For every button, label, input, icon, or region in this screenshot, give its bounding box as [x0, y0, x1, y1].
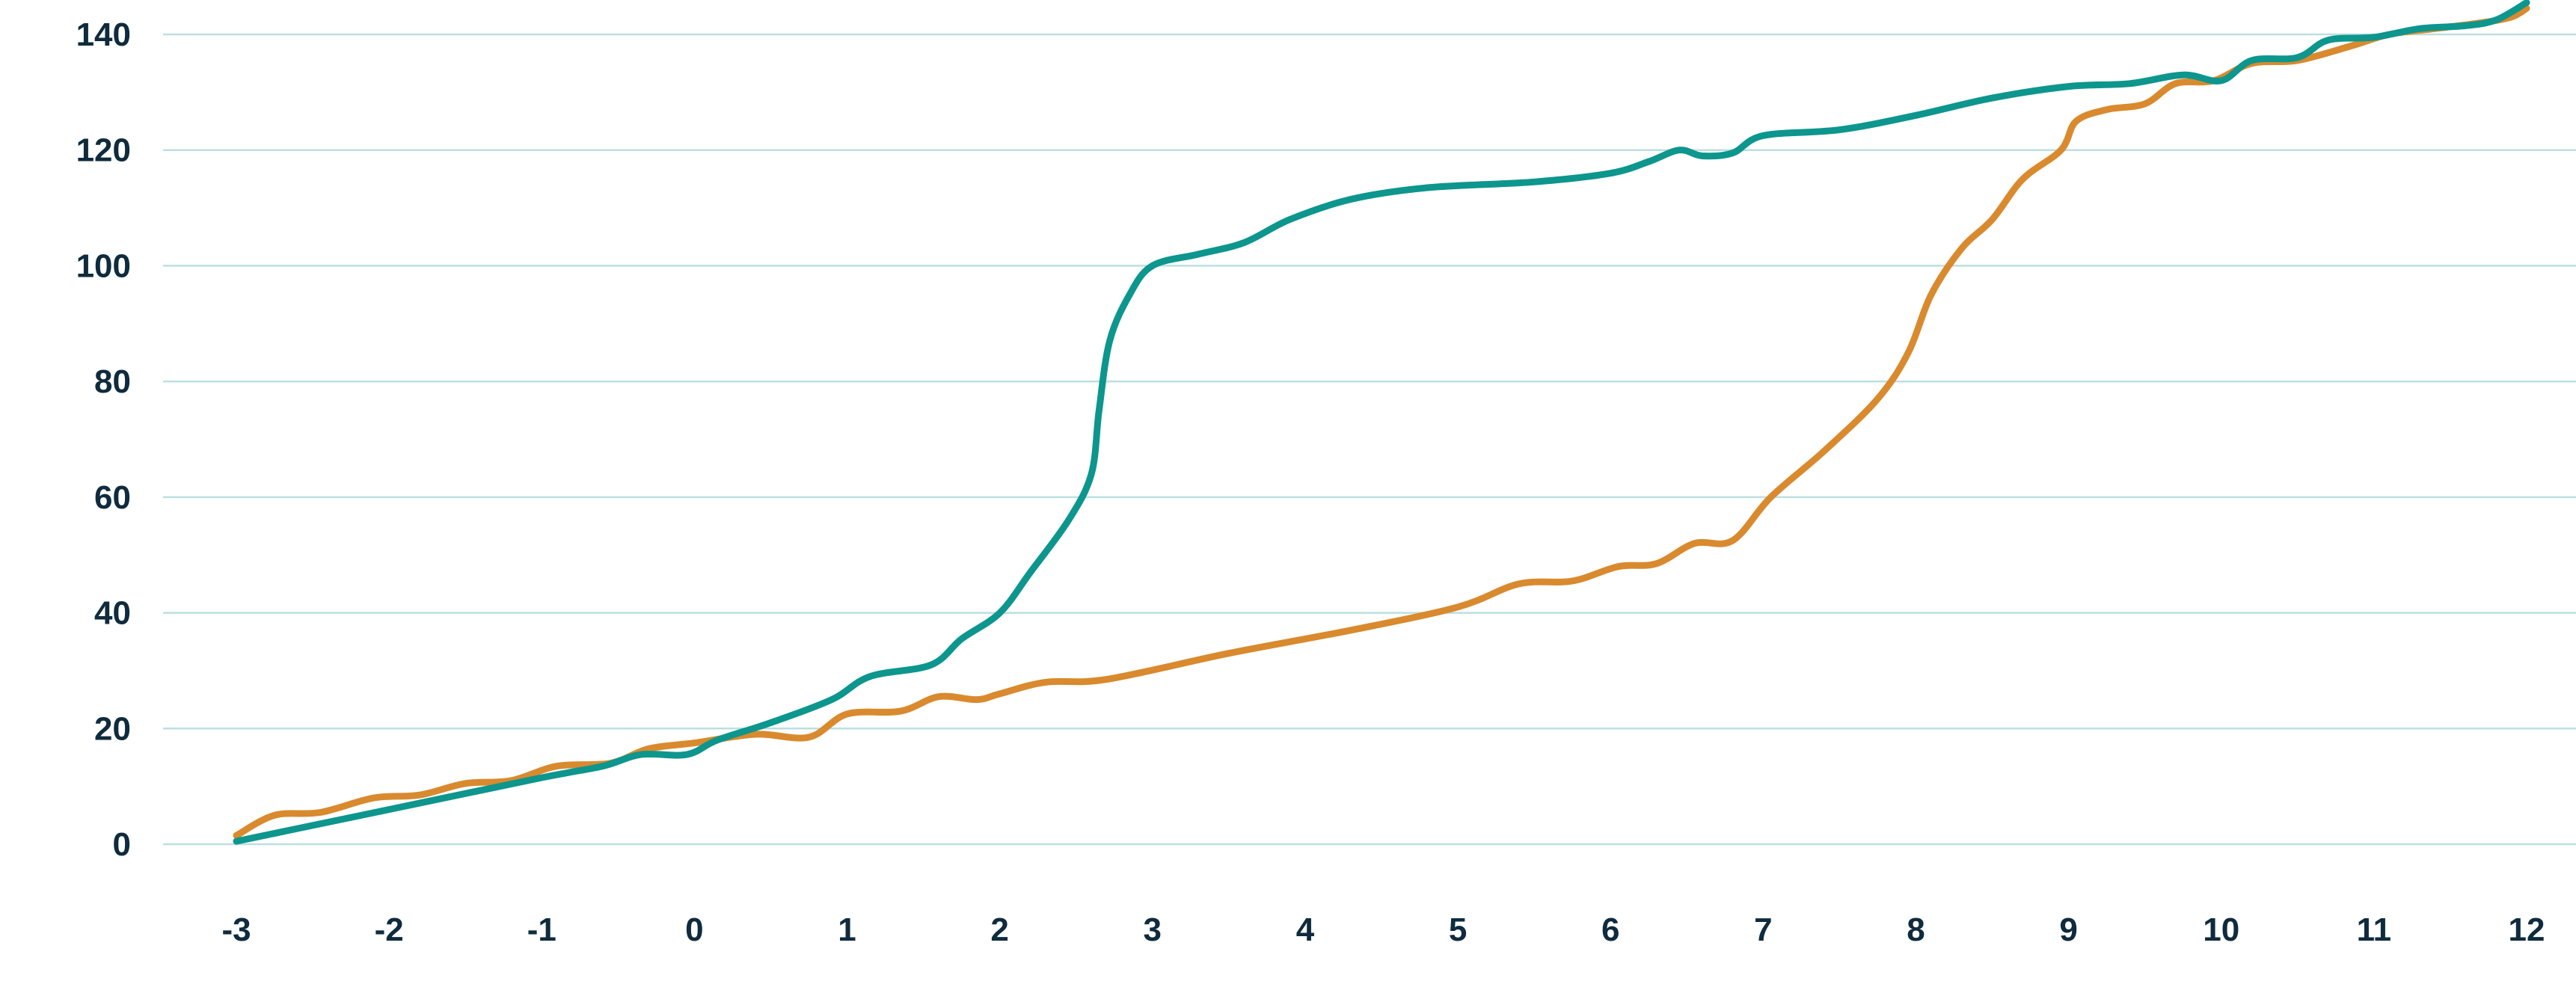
x-tick-label: 9 [2059, 911, 2077, 948]
y-tick-label: 20 [94, 710, 131, 747]
x-tick-label: 7 [1754, 911, 1772, 948]
y-tick-label: 140 [76, 16, 131, 53]
x-tick-label: 10 [2203, 911, 2239, 948]
x-tick-label: 3 [1144, 911, 1162, 948]
x-tick-label: 4 [1296, 911, 1315, 948]
x-tick-label: 6 [1601, 911, 1619, 948]
x-tick-label: -2 [375, 911, 404, 948]
x-axis: -3 -2 -1 0 1 2 3 4 5 6 7 8 9 10 11 12 [221, 911, 2545, 948]
y-tick-label: 120 [76, 132, 131, 169]
y-axis: 0 20 40 60 80 100 120 140 [76, 16, 131, 863]
x-tick-label: 0 [685, 911, 703, 948]
y-tick-label: 0 [113, 826, 131, 863]
x-tick-label: 12 [2509, 911, 2545, 948]
x-tick-label: 11 [2357, 911, 2392, 948]
series-line-2 [233, 0, 2530, 845]
y-tick-label: 100 [76, 248, 131, 284]
gridlines [163, 33, 2576, 846]
x-tick-label: 1 [838, 911, 856, 948]
series-lines [233, 0, 2530, 845]
x-tick-label: 2 [990, 911, 1008, 948]
x-tick-label: -1 [527, 911, 556, 948]
series-line-1 [233, 4, 2530, 839]
y-tick-label: 60 [94, 479, 131, 516]
x-tick-label: 8 [1907, 911, 1925, 948]
x-tick-label: -3 [221, 911, 251, 948]
x-tick-label: 5 [1449, 911, 1467, 948]
y-tick-label: 80 [94, 363, 131, 400]
y-tick-label: 40 [94, 595, 131, 632]
